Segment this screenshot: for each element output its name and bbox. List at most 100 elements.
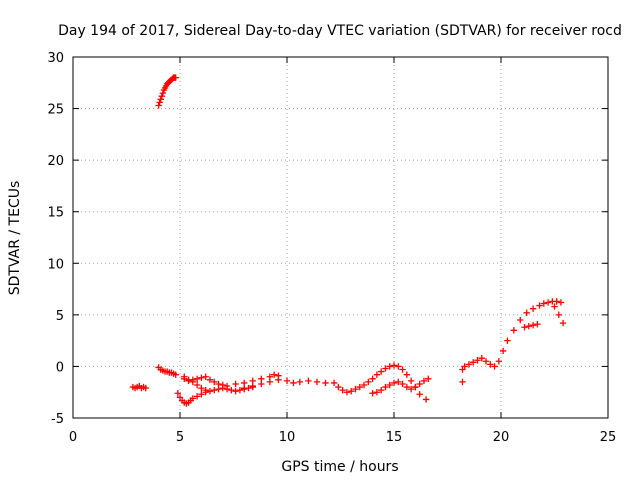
data-point bbox=[339, 386, 346, 394]
data-series bbox=[129, 74, 567, 407]
y-tick-label: 25 bbox=[47, 103, 64, 118]
y-tick-label: 0 bbox=[56, 360, 64, 375]
chart-title: Day 194 of 2017, Sidereal Day-to-day VTE… bbox=[58, 23, 622, 39]
data-point bbox=[373, 389, 381, 396]
data-point bbox=[223, 382, 231, 390]
data-point bbox=[211, 378, 218, 386]
data-point bbox=[386, 363, 393, 370]
data-point bbox=[172, 371, 179, 378]
data-point bbox=[465, 361, 473, 368]
data-point bbox=[198, 374, 205, 381]
data-point bbox=[283, 377, 291, 385]
data-point bbox=[330, 379, 338, 387]
data-point bbox=[425, 375, 432, 383]
data-point bbox=[521, 324, 528, 331]
data-point bbox=[399, 380, 406, 388]
data-point bbox=[270, 371, 278, 378]
data-point bbox=[249, 382, 256, 390]
data-point bbox=[495, 358, 503, 365]
data-point bbox=[206, 387, 214, 395]
data-point bbox=[232, 380, 239, 388]
x-tick-label: 20 bbox=[493, 430, 510, 445]
data-point bbox=[510, 327, 518, 334]
data-point bbox=[189, 376, 197, 384]
data-point bbox=[499, 347, 507, 355]
x-tick-label: 5 bbox=[176, 430, 184, 445]
data-point bbox=[356, 383, 363, 391]
data-point bbox=[553, 298, 560, 305]
axis-ticks: 0 5 10 15 20 25 -5 0 5 10 15 20 25 30 bbox=[47, 51, 616, 445]
data-point bbox=[369, 375, 376, 383]
data-point bbox=[172, 74, 179, 81]
data-point bbox=[504, 337, 511, 344]
data-point bbox=[412, 383, 419, 391]
data-point bbox=[420, 377, 428, 385]
data-point bbox=[193, 375, 201, 383]
data-point bbox=[156, 99, 163, 106]
x-tick-label: 0 bbox=[69, 430, 77, 445]
data-point bbox=[478, 354, 485, 362]
data-point bbox=[407, 377, 415, 385]
data-point bbox=[373, 371, 381, 378]
data-point bbox=[386, 381, 393, 389]
data-point bbox=[491, 363, 498, 370]
y-axis-label: SDTVAR / TECUs bbox=[7, 181, 23, 296]
x-tick-label: 25 bbox=[600, 430, 617, 445]
x-tick-label: 10 bbox=[279, 430, 296, 445]
data-point bbox=[313, 378, 321, 386]
data-point bbox=[395, 363, 402, 370]
data-point bbox=[142, 384, 149, 392]
y-tick-label: 30 bbox=[47, 51, 64, 66]
data-point bbox=[275, 376, 282, 384]
plot-frame bbox=[72, 56, 609, 419]
data-point bbox=[555, 311, 562, 319]
data-point bbox=[185, 377, 192, 385]
data-point bbox=[557, 299, 565, 306]
x-axis-label: GPS time / hours bbox=[281, 459, 398, 475]
y-tick-label: 15 bbox=[47, 206, 64, 221]
data-point bbox=[395, 378, 402, 386]
data-point bbox=[461, 363, 468, 370]
data-point bbox=[377, 386, 385, 394]
data-point bbox=[399, 366, 406, 373]
data-point bbox=[157, 96, 164, 103]
data-point bbox=[469, 359, 477, 366]
data-point bbox=[228, 386, 235, 394]
data-point bbox=[360, 381, 368, 389]
data-point bbox=[474, 357, 481, 364]
data-point bbox=[416, 391, 423, 398]
data-point bbox=[403, 383, 411, 391]
grid bbox=[73, 57, 608, 418]
y-tick-label: 5 bbox=[56, 309, 64, 324]
data-point bbox=[529, 305, 537, 312]
data-point bbox=[365, 378, 372, 386]
data-point bbox=[390, 379, 398, 387]
data-point bbox=[487, 361, 494, 368]
y-tick-label: 10 bbox=[47, 257, 64, 272]
data-point bbox=[189, 395, 197, 402]
data-point bbox=[206, 376, 214, 384]
data-point bbox=[459, 378, 466, 386]
data-point bbox=[536, 302, 543, 309]
data-point bbox=[416, 380, 423, 388]
data-point bbox=[198, 384, 205, 392]
data-point bbox=[266, 378, 274, 386]
data-point bbox=[544, 299, 552, 306]
data-point bbox=[551, 303, 558, 310]
data-point bbox=[343, 389, 351, 396]
data-point bbox=[158, 92, 166, 100]
data-point bbox=[382, 383, 389, 391]
data-point bbox=[202, 373, 209, 380]
data-point bbox=[534, 320, 541, 328]
data-point bbox=[202, 386, 209, 394]
data-point bbox=[352, 385, 359, 393]
data-point bbox=[382, 365, 389, 372]
data-point bbox=[390, 362, 398, 369]
data-point bbox=[258, 380, 265, 388]
data-point bbox=[159, 89, 167, 97]
data-point bbox=[232, 387, 239, 395]
data-point bbox=[559, 319, 567, 327]
y-tick-label: 20 bbox=[47, 154, 64, 169]
